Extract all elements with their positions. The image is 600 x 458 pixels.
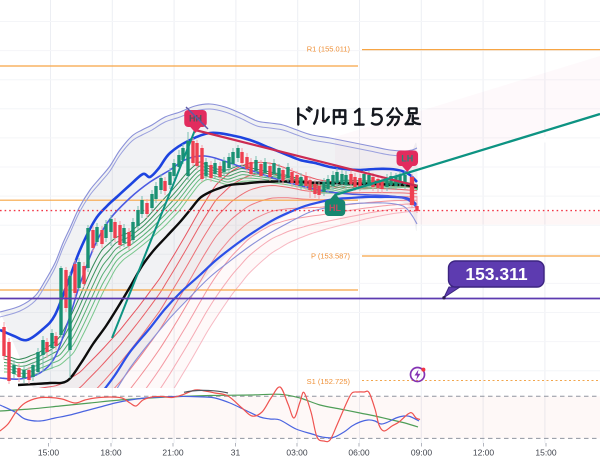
svg-text:21:00: 21:00 [162,448,184,458]
svg-text:153.311: 153.311 [465,264,528,284]
svg-text:15:00: 15:00 [38,448,60,458]
svg-text:09:00: 09:00 [411,448,433,458]
svg-text:12:00: 12:00 [473,448,495,458]
svg-text:31: 31 [231,448,241,458]
svg-text:HL: HL [329,203,341,213]
svg-text:R1 (155.011): R1 (155.011) [307,45,351,54]
svg-text:06:00: 06:00 [348,448,370,458]
svg-text:15:00: 15:00 [535,448,557,458]
svg-text:P (153.587): P (153.587) [311,252,351,261]
svg-text:03:00: 03:00 [286,448,308,458]
svg-text:18:00: 18:00 [100,448,122,458]
svg-text:S1 (152.725): S1 (152.725) [307,377,351,386]
svg-text:HH: HH [189,114,202,124]
svg-text:LH: LH [401,153,413,163]
